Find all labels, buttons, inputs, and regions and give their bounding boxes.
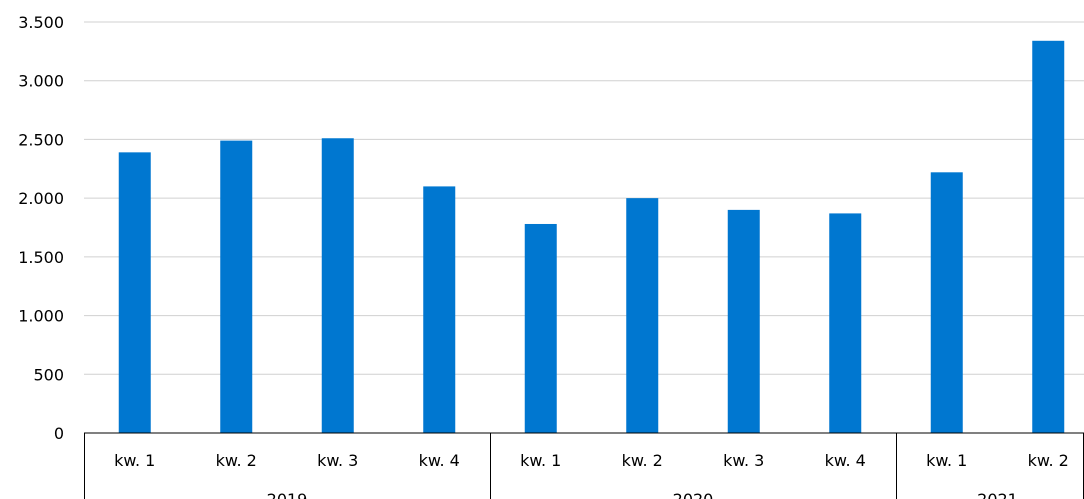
y-tick-label: 1.000: [18, 307, 64, 326]
bar: [220, 140, 253, 434]
bar: [321, 138, 354, 434]
bar: [1032, 40, 1065, 433]
y-tick-label: 1.500: [18, 248, 64, 267]
x-category-label: kw. 1: [520, 451, 561, 470]
x-category-label: kw. 4: [825, 451, 866, 470]
bar: [626, 198, 659, 433]
y-tick-label: 2.500: [18, 130, 64, 149]
x-category-label: kw. 3: [723, 451, 764, 470]
bar: [930, 172, 963, 433]
y-tick-label: 2.000: [18, 189, 64, 208]
x-category-label: kw. 2: [622, 451, 663, 470]
y-tick-label: 3.000: [18, 72, 64, 91]
x-category-label: kw. 3: [317, 451, 358, 470]
bars: [118, 40, 1065, 434]
x-axis: kw. 1 kw. 2 kw. 3 kw. 4 2019 kw. 1 kw. 2 kw. 3 k…: [84, 432, 1084, 499]
y-tick-label: 3.500: [18, 13, 64, 32]
bar: [829, 213, 862, 433]
x-group-label: 2020: [673, 490, 714, 499]
x-category-label: kw. 4: [419, 451, 460, 470]
y-tick-label: 0: [54, 424, 64, 443]
bar: [727, 209, 760, 433]
x-category-label: kw. 1: [926, 451, 967, 470]
y-axis-tick-labels: 0 500 1.000 1.500 2.000 2.500 3.000 3.500: [18, 13, 64, 443]
bar: [524, 223, 557, 433]
x-category-label: kw. 1: [114, 451, 155, 470]
y-tick-label: 500: [33, 365, 64, 384]
x-group-label: 2021: [977, 490, 1018, 499]
x-group-label: 2019: [267, 490, 308, 499]
bar: [423, 186, 456, 433]
bar: [118, 152, 151, 434]
x-category-label: kw. 2: [1028, 451, 1069, 470]
x-category-label: kw. 2: [216, 451, 257, 470]
